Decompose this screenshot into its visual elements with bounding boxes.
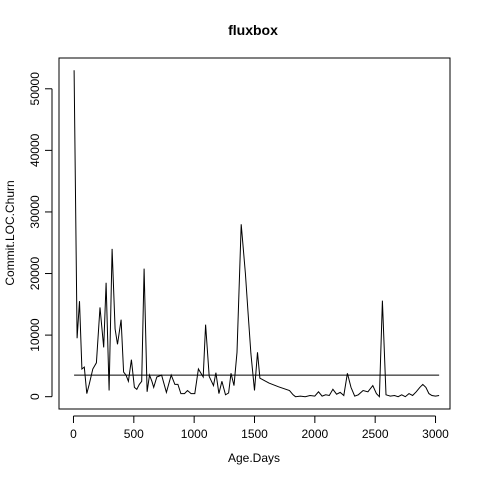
y-tick-label: 0	[28, 393, 42, 400]
y-tick-label: 40000	[28, 133, 42, 167]
x-tick-label: 2500	[362, 427, 389, 441]
chart-title: fluxbox	[228, 22, 278, 38]
x-tick-label: 3000	[422, 427, 449, 441]
y-axis-label: Commit.LOC.Churn	[3, 180, 17, 285]
x-tick-label: 1500	[241, 427, 268, 441]
y-tick-label: 50000	[28, 72, 42, 106]
x-axis-label: Age.Days	[228, 451, 280, 465]
series-line-churn	[73, 70, 440, 398]
y-tick-label: 20000	[28, 257, 42, 291]
x-tick-label: 0	[70, 427, 77, 441]
y-axis: 0 10000 20000 30000 40000 50000	[28, 72, 53, 400]
plot-area	[73, 70, 440, 398]
plot-frame	[58, 57, 451, 410]
x-axis: 0 500 1000 1500 2000 2500 3000	[70, 415, 449, 441]
y-tick-label: 30000	[28, 195, 42, 229]
x-tick-label: 500	[124, 427, 144, 441]
x-tick-label: 2000	[301, 427, 328, 441]
y-tick-label: 10000	[28, 318, 42, 352]
x-tick-label: 1000	[181, 427, 208, 441]
